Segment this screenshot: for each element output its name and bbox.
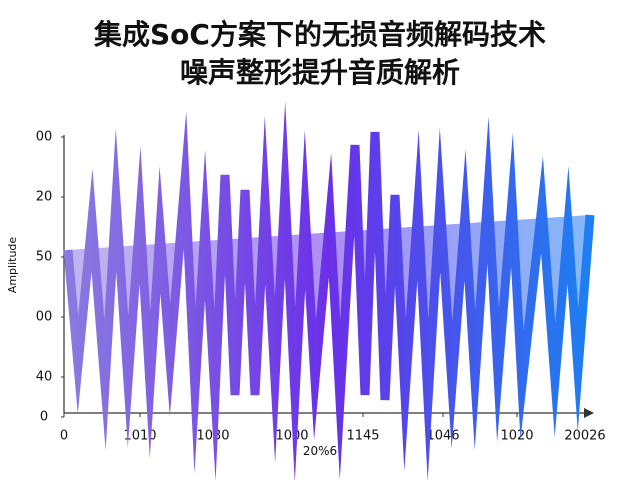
x-tick-label: 20026	[564, 429, 605, 444]
x-tick-label: 1145	[346, 429, 379, 444]
y-tick-label: 40	[36, 370, 53, 385]
y-tick-label: 50	[36, 250, 53, 265]
y-tick-label: 20	[36, 190, 53, 205]
x-axis-arrow	[584, 408, 594, 418]
x-tick-label: 1000	[275, 429, 308, 444]
y-axis-label: Amplitude	[6, 237, 19, 294]
chart-subtitle: 噪声整形提升音质解析	[180, 56, 460, 89]
x-tick-label: 1020	[500, 429, 533, 444]
y-tick-label: 0	[40, 410, 48, 425]
y-tick-label: 00	[36, 130, 53, 145]
chart-title: 集成SoC方案下的无损音频解码技术	[93, 18, 546, 51]
y-tick-label: 00	[36, 310, 53, 325]
x-axis-label: 20%6	[303, 444, 337, 458]
x-tick-label: 1046	[426, 429, 459, 444]
waveform	[63, 101, 595, 483]
x-tick-label: 0	[60, 429, 68, 444]
